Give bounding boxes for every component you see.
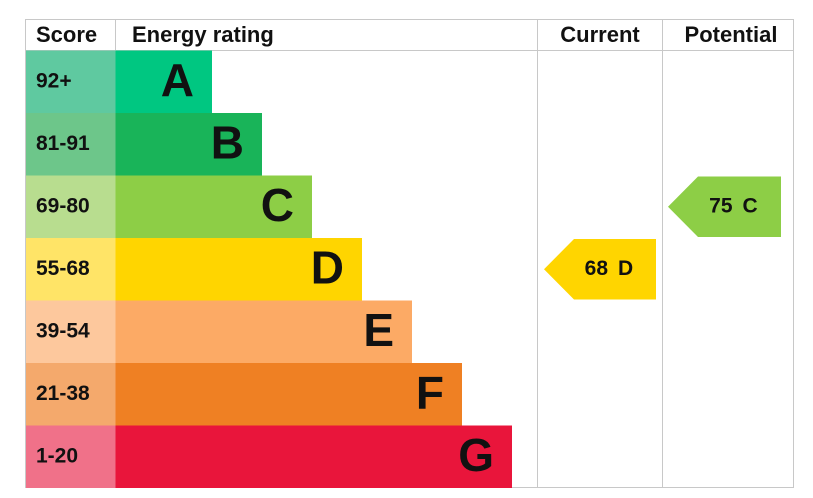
header-score: Score	[36, 22, 97, 47]
rating-letter: F	[416, 366, 444, 418]
current-arrow	[544, 239, 656, 300]
rating-bar	[115, 113, 262, 176]
rating-bar	[115, 175, 312, 238]
header-potential: Potential	[685, 22, 778, 47]
potential-arrow	[668, 176, 781, 237]
rating-letter: D	[311, 241, 344, 293]
potential-score: 75	[709, 194, 733, 217]
score-cell	[26, 300, 116, 363]
score-cell	[26, 238, 116, 301]
header-rating: Energy rating	[132, 22, 274, 47]
score-range: 69-80	[36, 194, 90, 217]
header-current: Current	[560, 22, 640, 47]
score-range: 81-91	[36, 132, 90, 155]
potential-band: C	[743, 194, 758, 217]
rating-letter: G	[458, 429, 494, 481]
score-cell	[26, 113, 116, 176]
score-range: 92+	[36, 69, 72, 92]
rating-letter: C	[261, 179, 294, 231]
rating-bar	[115, 363, 462, 426]
score-cell	[26, 363, 116, 426]
rating-bar	[115, 300, 412, 363]
score-range: 55-68	[36, 257, 90, 280]
score-cell	[26, 425, 116, 488]
rating-letter: A	[161, 54, 194, 106]
rating-bar	[115, 238, 362, 301]
current-band: D	[618, 257, 633, 280]
score-range: 1-20	[36, 444, 78, 467]
rating-bar	[115, 50, 212, 113]
score-cell	[26, 175, 116, 238]
score-range: 21-38	[36, 382, 90, 405]
rating-bar	[115, 425, 512, 488]
rating-letter: E	[363, 304, 394, 356]
current-score: 68	[585, 257, 609, 280]
rating-letter: B	[211, 116, 244, 168]
score-cell	[26, 50, 116, 113]
score-range: 39-54	[36, 319, 90, 342]
